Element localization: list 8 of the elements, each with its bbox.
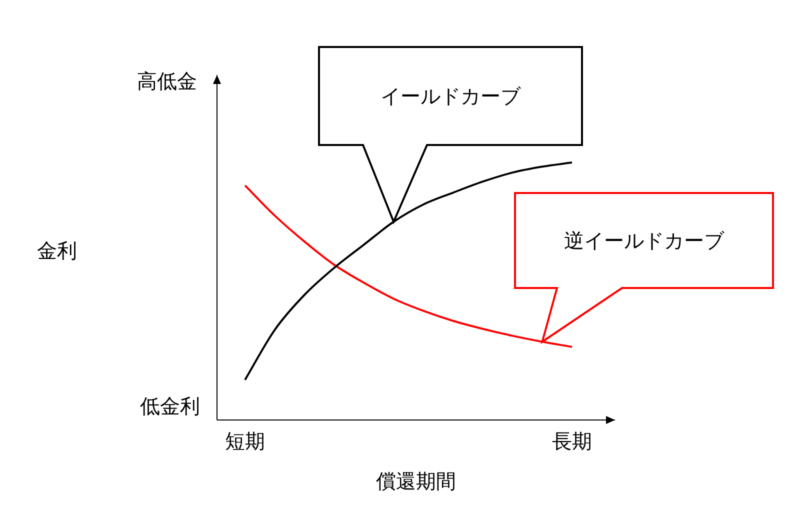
text: 高低金 [137,69,197,94]
text: 低金利 [140,394,200,418]
x-tick-label: 短期 [225,429,265,454]
x-tick-label: 長期 [552,429,592,454]
text: イールドカーブ [380,84,522,108]
annotation: 逆イールドカーブ [564,228,725,252]
x-axis-title: 償還期間 [376,469,456,494]
text: 金利 [37,238,77,263]
